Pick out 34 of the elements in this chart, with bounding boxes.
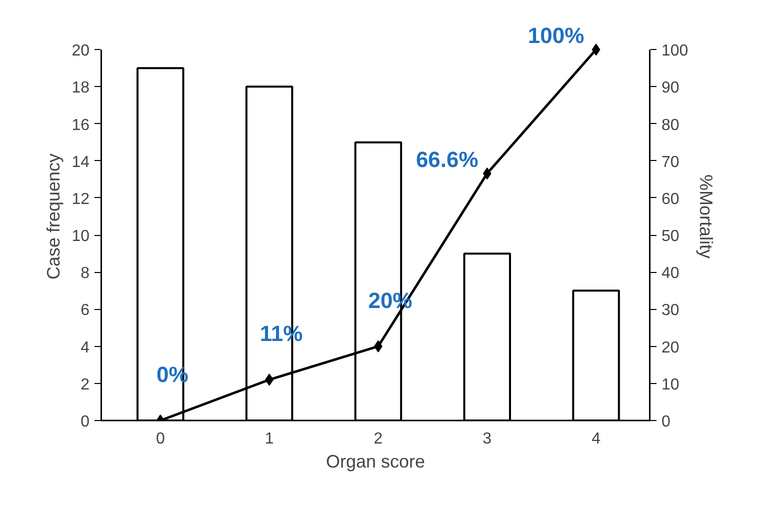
y-tick-label: 12 [72,190,90,208]
y2-tick-label: 60 [662,190,680,208]
y-tick-label: 8 [80,265,90,282]
y-tick-label: 6 [80,302,90,320]
data-label: 66.6% [416,146,478,172]
y2-tick-label: 90 [662,80,680,97]
y2-tick-label: 80 [662,116,680,134]
x-tick-label: 3 [482,430,492,448]
y2-tick-label: 70 [662,154,680,171]
point [592,44,600,56]
y2-axis-title: %Mortality [696,174,716,259]
y2-tick-label: 50 [662,228,680,246]
y-tick-label: 20 [72,42,90,60]
y2-tick-label: 30 [662,302,680,320]
y-tick-label: 4 [80,339,90,356]
y-tick-label: 2 [80,376,90,394]
data-label: 100% [528,23,584,48]
x-tick-label: 0 [156,430,165,448]
y-axis-title: Case frequency [44,153,64,280]
y2-tick-label: 10 [662,376,680,394]
x-axis-title: Organ score [326,452,426,472]
y-tick-label: 0 [80,414,90,430]
y-tick-label: 16 [72,116,90,134]
x-tick-label: 2 [374,430,383,448]
y-tick-label: 18 [72,80,90,97]
y2-tick-label: 0 [662,414,670,430]
point [482,167,492,180]
y-tick-label: 10 [72,228,90,246]
y2-tick-label: 20 [662,339,680,356]
y-tick-label: 14 [72,154,90,171]
x-tick-label: 4 [592,430,601,448]
y2-tick-label: 40 [662,265,680,282]
x-tick-label: 1 [264,430,274,448]
y2-tick-label: 100 [662,42,688,60]
